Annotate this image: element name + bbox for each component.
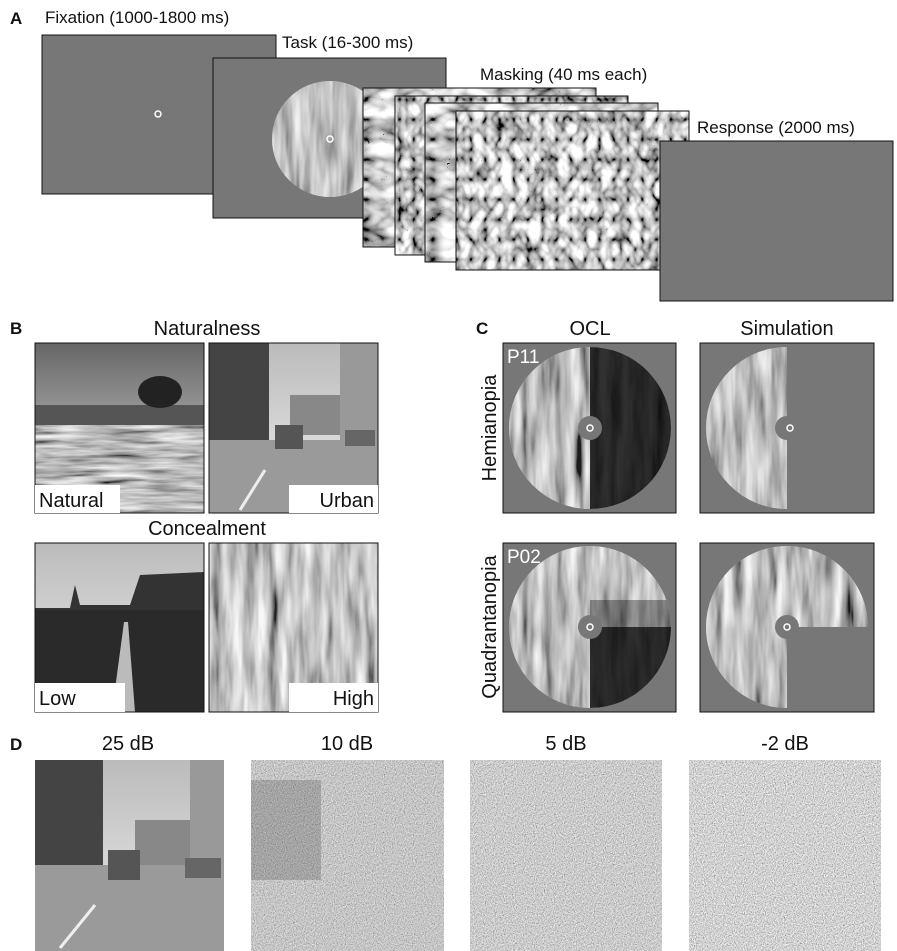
row-title: Quadrantanopia	[479, 554, 501, 698]
stage-label: Fixation (1000-1800 ms)	[45, 8, 229, 27]
image-label: Low	[39, 688, 76, 710]
panel-label: C	[476, 319, 488, 338]
fixation-area	[578, 615, 602, 639]
mask-screen	[456, 111, 689, 270]
panel-label: A	[10, 9, 22, 28]
fixation-area	[578, 416, 602, 440]
section-title: Concealment	[148, 518, 266, 540]
panel-label: B	[10, 319, 22, 338]
panel-label: D	[10, 735, 22, 754]
image-label: High	[333, 688, 374, 710]
noise-image-10db	[251, 760, 444, 951]
column-title: Simulation	[740, 318, 833, 340]
stage-label: Response (2000 ms)	[697, 118, 855, 137]
column-title: OCL	[569, 318, 610, 340]
snr-label: -2 dB	[761, 733, 809, 755]
noise-image-5db	[470, 760, 662, 951]
participant-id: P02	[507, 547, 541, 568]
stage-label: Task (16-300 ms)	[282, 33, 413, 52]
stage-label: Masking (40 ms each)	[480, 65, 647, 84]
row-title: Hemianopia	[479, 374, 501, 482]
figure: A Fixation (1000-1800 ms) Task (16-300 m…	[0, 0, 897, 951]
section-title: Naturalness	[154, 318, 261, 340]
response-screen	[660, 141, 893, 301]
noise-image-25db	[35, 760, 224, 951]
participant-id: P11	[507, 347, 539, 368]
snr-label: 25 dB	[102, 733, 154, 755]
image-label: Urban	[320, 490, 374, 512]
noise-image-minus2db	[689, 760, 881, 951]
image-label: Natural	[39, 490, 103, 512]
snr-label: 5 dB	[545, 733, 586, 755]
fixation-area	[775, 615, 799, 639]
snr-label: 10 dB	[321, 733, 373, 755]
